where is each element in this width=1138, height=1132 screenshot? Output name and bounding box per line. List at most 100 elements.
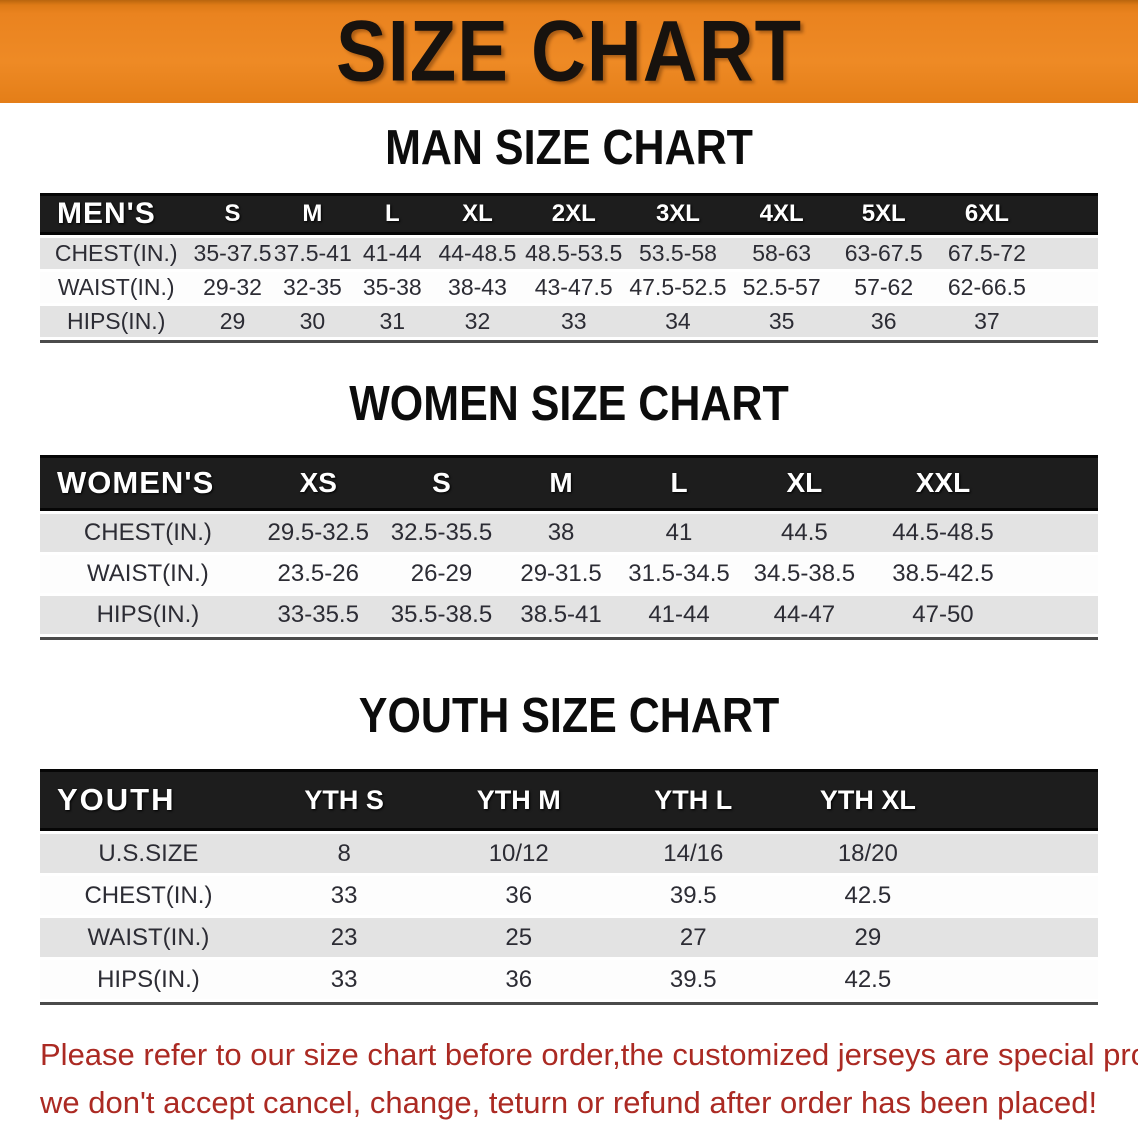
size-value: 38.5-42.5 bbox=[870, 555, 1016, 593]
size-value bbox=[1038, 306, 1098, 337]
size-value: 67.5-72 bbox=[935, 238, 1039, 269]
size-column-header: 2XL bbox=[522, 193, 626, 235]
disclaimer: Please refer to our size chart before or… bbox=[0, 1031, 1138, 1127]
table-row: WAIST(IN.) 29-32 32-35 35-38 38-43 43-47.5 47.… bbox=[40, 272, 1098, 303]
size-value: 29 bbox=[192, 306, 273, 337]
table-title: YOUTH bbox=[40, 769, 257, 831]
size-column-header: 5XL bbox=[832, 193, 936, 235]
men-table-wrap: MEN'S S M L XL 2XL 3XL 4XL 5XL 6XL CHEST(IN.) 35-37… bbox=[40, 190, 1098, 343]
size-value: 35-37.5 bbox=[192, 238, 273, 269]
size-column-header: M bbox=[502, 455, 620, 511]
size-value bbox=[1015, 596, 1098, 634]
size-column-header: XXL bbox=[870, 455, 1016, 511]
measure-row-label: WAIST(IN.) bbox=[40, 272, 193, 303]
size-value: 29-32 bbox=[192, 272, 273, 303]
size-value: 52.5-57 bbox=[730, 272, 833, 303]
size-value: 37 bbox=[935, 306, 1039, 337]
size-column-header: S bbox=[380, 455, 503, 511]
size-value: 57-62 bbox=[832, 272, 936, 303]
women-section-heading-wrap: WOMEN SIZE CHART bbox=[0, 377, 1138, 432]
size-column-header: YTH S bbox=[256, 769, 432, 831]
size-value: 33 bbox=[522, 306, 626, 337]
measure-row-label: HIPS(IN.) bbox=[40, 596, 256, 634]
size-value: 63-67.5 bbox=[832, 238, 936, 269]
size-value: 25 bbox=[431, 918, 606, 957]
size-column-header: XL bbox=[738, 455, 871, 511]
table-row: CHEST(IN.) 35-37.5 37.5-41 41-44 44-48.5 48.5… bbox=[40, 238, 1098, 269]
size-value: 29 bbox=[780, 918, 956, 957]
disclaimer-line-1: Please refer to our size chart before or… bbox=[40, 1037, 1138, 1072]
size-value: 33 bbox=[256, 960, 432, 999]
table-row: U.S.SIZE 8 10/12 14/16 18/20 bbox=[40, 834, 1098, 873]
size-value: 29-31.5 bbox=[502, 555, 620, 593]
size-value bbox=[1015, 514, 1098, 552]
size-value: 34.5-38.5 bbox=[738, 555, 871, 593]
men-size-table: MEN'S S M L XL 2XL 3XL 4XL 5XL 6XL CHEST(IN.) 35-37… bbox=[40, 190, 1098, 340]
women-table-wrap: WOMEN'S XS S M L XL XXL CHEST(IN.) 29.5-32.5 32.5… bbox=[40, 452, 1098, 640]
size-column-header: L bbox=[352, 193, 433, 235]
size-column-header: L bbox=[619, 455, 739, 511]
size-value: 47.5-52.5 bbox=[625, 272, 731, 303]
size-value: 26-29 bbox=[380, 555, 503, 593]
measure-row-label: WAIST(IN.) bbox=[40, 555, 256, 593]
size-column-header: 6XL bbox=[935, 193, 1039, 235]
men-section-heading: MAN SIZE CHART bbox=[385, 120, 753, 176]
size-value: 41-44 bbox=[352, 238, 433, 269]
women-section-heading: WOMEN SIZE CHART bbox=[349, 376, 789, 432]
size-charts: MAN SIZE CHART MEN'S S M L XL 2XL 3XL 4XL 5XL 6XL… bbox=[0, 120, 1138, 1005]
size-value: 44.5-48.5 bbox=[870, 514, 1016, 552]
size-value: 36 bbox=[832, 306, 936, 337]
header-row: YOUTH YTH S YTH M YTH L YTH XL bbox=[40, 769, 1098, 831]
youth-section-heading-wrap: YOUTH SIZE CHART bbox=[0, 689, 1138, 744]
size-column-header: S bbox=[192, 193, 273, 235]
size-column-header: XS bbox=[255, 455, 381, 511]
size-value: 41 bbox=[619, 514, 739, 552]
table-row: WAIST(IN.) 23 25 27 29 bbox=[40, 918, 1098, 957]
measure-row-label: HIPS(IN.) bbox=[40, 960, 257, 999]
size-value bbox=[1038, 238, 1098, 269]
size-value: 39.5 bbox=[606, 876, 781, 915]
size-value: 35 bbox=[730, 306, 833, 337]
size-value: 32-35 bbox=[272, 272, 353, 303]
size-value bbox=[1015, 555, 1098, 593]
size-value: 42.5 bbox=[780, 960, 956, 999]
table-row: WAIST(IN.) 23.5-26 26-29 29-31.5 31.5-34.5 34… bbox=[40, 555, 1098, 593]
youth-section-heading: YOUTH SIZE CHART bbox=[358, 688, 780, 744]
measure-row-label: CHEST(IN.) bbox=[40, 238, 193, 269]
size-value: 39.5 bbox=[606, 960, 781, 999]
size-value: 48.5-53.5 bbox=[522, 238, 626, 269]
banner-title: SIZE CHART bbox=[336, 3, 802, 100]
table-row: CHEST(IN.) 29.5-32.5 32.5-35.5 38 41 44.5 44.5… bbox=[40, 514, 1098, 552]
size-value: 8 bbox=[256, 834, 432, 873]
size-value: 42.5 bbox=[780, 876, 956, 915]
size-value: 23.5-26 bbox=[255, 555, 381, 593]
table-row: HIPS(IN.) 29 30 31 32 33 34 35 36 37 bbox=[40, 306, 1098, 337]
measure-row-label: WAIST(IN.) bbox=[40, 918, 257, 957]
disclaimer-line-2: we don't accept cancel, change, teturn o… bbox=[40, 1085, 1098, 1120]
size-value: 41-44 bbox=[619, 596, 739, 634]
size-value: 27 bbox=[606, 918, 781, 957]
size-value: 35-38 bbox=[352, 272, 433, 303]
size-value: 58-63 bbox=[730, 238, 833, 269]
size-value: 44-48.5 bbox=[432, 238, 523, 269]
size-value: 35.5-38.5 bbox=[380, 596, 503, 634]
size-value: 23 bbox=[256, 918, 432, 957]
youth-size-table: YOUTH YTH S YTH M YTH L YTH XL U.S.SIZE 8 10/12… bbox=[40, 766, 1098, 1002]
table-row: HIPS(IN.) 33 36 39.5 42.5 bbox=[40, 960, 1098, 999]
women-size-table: WOMEN'S XS S M L XL XXL CHEST(IN.) 29.5-32.5 32.5… bbox=[40, 452, 1098, 637]
size-value bbox=[955, 918, 1098, 957]
size-value: 44-47 bbox=[738, 596, 871, 634]
size-value: 38.5-41 bbox=[502, 596, 620, 634]
size-column-header: M bbox=[272, 193, 353, 235]
size-value: 14/16 bbox=[606, 834, 781, 873]
table-title: WOMEN'S bbox=[40, 455, 256, 511]
size-value: 31 bbox=[352, 306, 433, 337]
size-value: 18/20 bbox=[780, 834, 956, 873]
header-row: MEN'S S M L XL 2XL 3XL 4XL 5XL 6XL bbox=[40, 193, 1098, 235]
size-value: 38 bbox=[502, 514, 620, 552]
banner: SIZE CHART bbox=[0, 0, 1138, 103]
size-column-header: YTH L bbox=[606, 769, 781, 831]
size-value: 32.5-35.5 bbox=[380, 514, 503, 552]
size-value bbox=[955, 876, 1098, 915]
size-column-header: XL bbox=[432, 193, 523, 235]
